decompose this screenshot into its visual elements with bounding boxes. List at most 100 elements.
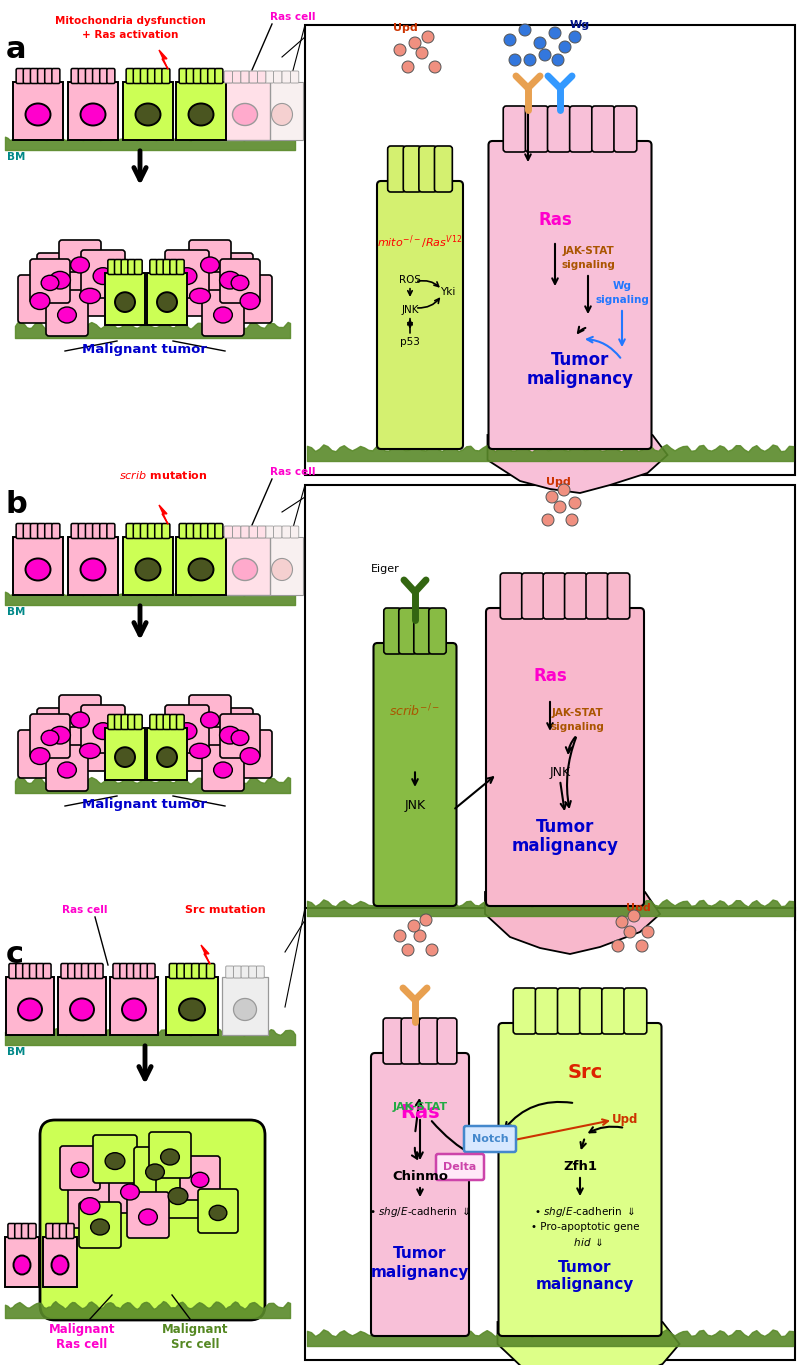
Circle shape — [642, 925, 654, 938]
FancyBboxPatch shape — [114, 714, 122, 729]
FancyBboxPatch shape — [134, 1147, 176, 1193]
Ellipse shape — [138, 1209, 158, 1224]
FancyBboxPatch shape — [30, 524, 38, 539]
FancyBboxPatch shape — [257, 966, 264, 977]
Polygon shape — [6, 977, 54, 1035]
FancyBboxPatch shape — [147, 524, 155, 539]
Polygon shape — [176, 536, 226, 595]
Polygon shape — [261, 536, 303, 595]
Circle shape — [402, 61, 414, 72]
FancyBboxPatch shape — [68, 1179, 112, 1228]
FancyBboxPatch shape — [547, 106, 570, 152]
FancyBboxPatch shape — [233, 526, 241, 538]
Text: Ras: Ras — [400, 1103, 440, 1122]
FancyBboxPatch shape — [16, 524, 24, 539]
FancyBboxPatch shape — [194, 68, 202, 83]
Text: Wg: Wg — [613, 281, 631, 291]
FancyBboxPatch shape — [498, 1022, 662, 1336]
Text: Delta: Delta — [443, 1162, 477, 1173]
FancyBboxPatch shape — [86, 68, 94, 83]
Text: Notch: Notch — [472, 1134, 508, 1144]
FancyBboxPatch shape — [88, 964, 96, 979]
FancyBboxPatch shape — [290, 71, 298, 83]
Ellipse shape — [122, 998, 146, 1021]
FancyBboxPatch shape — [249, 966, 257, 977]
FancyBboxPatch shape — [59, 1223, 67, 1238]
FancyBboxPatch shape — [30, 68, 38, 83]
FancyBboxPatch shape — [371, 1052, 469, 1336]
FancyBboxPatch shape — [150, 259, 158, 274]
Text: p53: p53 — [400, 337, 420, 347]
Circle shape — [524, 55, 536, 66]
Text: JAK-STAT: JAK-STAT — [393, 1102, 447, 1112]
FancyBboxPatch shape — [437, 1018, 457, 1063]
Ellipse shape — [105, 1152, 125, 1170]
FancyBboxPatch shape — [170, 259, 178, 274]
Ellipse shape — [26, 558, 50, 580]
Polygon shape — [159, 51, 168, 70]
FancyBboxPatch shape — [266, 71, 274, 83]
Ellipse shape — [189, 104, 214, 126]
Ellipse shape — [121, 1183, 139, 1200]
FancyBboxPatch shape — [8, 1223, 16, 1238]
Ellipse shape — [271, 558, 293, 580]
FancyBboxPatch shape — [109, 1167, 151, 1213]
Circle shape — [542, 515, 554, 526]
Polygon shape — [68, 82, 118, 141]
FancyBboxPatch shape — [177, 259, 184, 274]
Ellipse shape — [41, 276, 59, 291]
Text: Src: Src — [567, 1063, 602, 1082]
FancyBboxPatch shape — [489, 141, 651, 449]
FancyBboxPatch shape — [419, 1018, 439, 1063]
FancyBboxPatch shape — [163, 259, 171, 274]
FancyBboxPatch shape — [429, 607, 446, 654]
FancyBboxPatch shape — [79, 1203, 121, 1248]
FancyBboxPatch shape — [150, 714, 158, 729]
Ellipse shape — [93, 722, 113, 740]
Text: Upd: Upd — [626, 904, 650, 913]
FancyBboxPatch shape — [18, 274, 62, 324]
Ellipse shape — [179, 998, 205, 1021]
Text: Malignant: Malignant — [49, 1323, 115, 1336]
Text: JAK-STAT: JAK-STAT — [562, 246, 614, 257]
FancyBboxPatch shape — [36, 964, 44, 979]
Polygon shape — [261, 82, 303, 141]
FancyBboxPatch shape — [61, 964, 69, 979]
FancyBboxPatch shape — [614, 106, 637, 152]
Polygon shape — [147, 728, 187, 779]
FancyBboxPatch shape — [258, 526, 266, 538]
Circle shape — [394, 930, 406, 942]
FancyBboxPatch shape — [179, 68, 187, 83]
FancyBboxPatch shape — [586, 573, 608, 618]
FancyBboxPatch shape — [14, 1223, 22, 1238]
Circle shape — [569, 31, 581, 44]
FancyBboxPatch shape — [113, 964, 121, 979]
FancyBboxPatch shape — [580, 988, 602, 1035]
FancyBboxPatch shape — [414, 607, 431, 654]
FancyBboxPatch shape — [46, 745, 88, 790]
FancyBboxPatch shape — [23, 524, 31, 539]
Ellipse shape — [51, 1256, 69, 1275]
FancyBboxPatch shape — [60, 1147, 100, 1190]
FancyBboxPatch shape — [165, 704, 209, 753]
FancyBboxPatch shape — [45, 524, 53, 539]
FancyBboxPatch shape — [66, 1223, 74, 1238]
Polygon shape — [498, 1321, 679, 1365]
FancyBboxPatch shape — [154, 524, 162, 539]
Polygon shape — [13, 536, 63, 595]
FancyBboxPatch shape — [23, 68, 31, 83]
Text: $mito^{-/-}/Ras^{V12}$: $mito^{-/-}/Ras^{V12}$ — [378, 233, 462, 251]
FancyBboxPatch shape — [163, 714, 171, 729]
Ellipse shape — [50, 272, 70, 289]
Ellipse shape — [115, 747, 135, 767]
Ellipse shape — [231, 730, 249, 745]
FancyBboxPatch shape — [121, 714, 129, 729]
FancyBboxPatch shape — [207, 708, 253, 758]
Ellipse shape — [30, 292, 50, 310]
FancyBboxPatch shape — [134, 259, 142, 274]
Polygon shape — [68, 536, 118, 595]
FancyBboxPatch shape — [134, 524, 142, 539]
Text: Upd: Upd — [546, 476, 570, 487]
Text: JNK: JNK — [550, 766, 570, 778]
FancyBboxPatch shape — [186, 524, 194, 539]
